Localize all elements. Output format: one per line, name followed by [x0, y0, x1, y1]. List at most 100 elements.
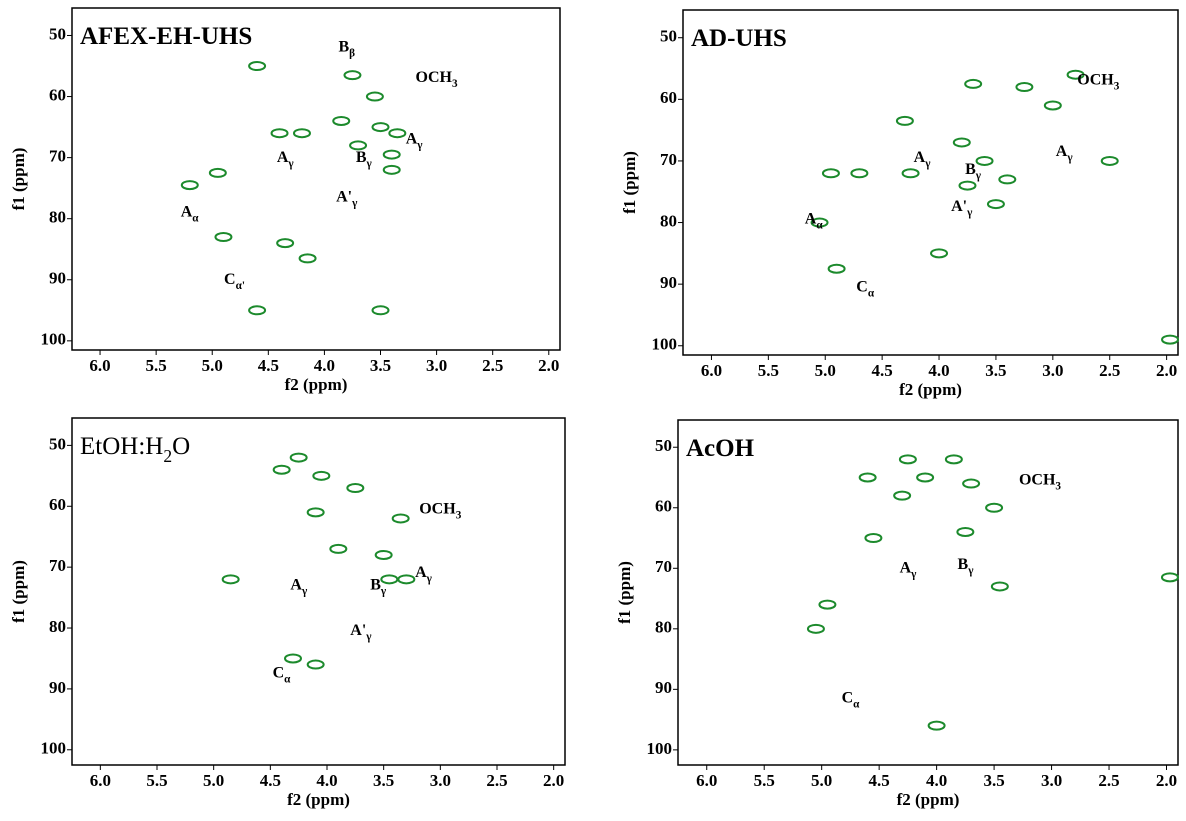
panel-title: AcOH — [686, 435, 755, 462]
x-tick-label: 3.0 — [426, 356, 447, 375]
y-tick-label: 60 — [49, 495, 66, 514]
y-tick-label: 100 — [41, 739, 67, 758]
subscript: 3 — [1055, 480, 1061, 492]
cross-peak — [272, 464, 291, 475]
label-part: AcOH — [686, 435, 755, 462]
panel-title: AD-UHS — [691, 25, 787, 52]
cross-peak — [1015, 82, 1034, 93]
subscript: γ — [287, 157, 294, 169]
y-tick-label: 50 — [655, 436, 672, 455]
x-axis-label: f2 (ppm) — [287, 790, 350, 809]
label-part: A — [406, 130, 418, 147]
label-part: C — [224, 271, 236, 288]
cross-peak — [382, 149, 401, 160]
x-tick-label: 5.5 — [758, 361, 779, 380]
peak-annotation: Aγ — [1056, 142, 1074, 163]
y-axis-label: f1 (ppm) — [9, 148, 28, 211]
subscript: α — [853, 698, 860, 710]
peak-annotation: Cα — [856, 278, 875, 299]
label-part: A — [805, 210, 817, 227]
y-tick-label: 50 — [49, 434, 66, 453]
peak-annotation: Cα' — [224, 271, 245, 292]
y-tick-label: 50 — [660, 27, 677, 46]
cross-peak — [221, 574, 240, 585]
y-tick-label: 90 — [49, 678, 66, 697]
label-part: OCH — [1077, 71, 1114, 88]
peak-annotation: A'γ — [951, 198, 973, 219]
cross-peak — [374, 549, 393, 560]
cross-peak — [289, 452, 308, 463]
cross-peak — [952, 137, 971, 148]
cross-peak — [371, 122, 390, 133]
cross-peak — [927, 720, 946, 731]
subscript: γ — [380, 585, 387, 597]
label-part: A — [290, 576, 302, 593]
cross-peak — [1043, 100, 1062, 111]
cross-peak — [986, 199, 1005, 210]
x-tick-label: 5.5 — [754, 771, 775, 790]
x-tick-label: 2.0 — [1156, 361, 1177, 380]
plot-frame — [677, 419, 1179, 766]
y-tick-label: 70 — [655, 557, 672, 576]
plot-frame — [682, 9, 1179, 356]
peak-annotation: Aα — [181, 203, 200, 224]
subscript: 3 — [456, 509, 462, 521]
spectrum-panel: 6.0 5.5 5.0 4.5 4.0 3.5 3.0 2.5 2.0 50 60 70 80 90 100… — [615, 419, 1179, 809]
peak-annotation: Bβ — [338, 38, 355, 59]
cross-peak — [827, 263, 846, 274]
label-part: C — [273, 664, 285, 681]
subscript: α — [192, 212, 199, 224]
x-tick-label: 5.0 — [202, 356, 223, 375]
cross-peak — [850, 168, 869, 179]
x-axis-label: f2 (ppm) — [285, 375, 348, 394]
cross-peak — [821, 168, 840, 179]
x-tick-label: 6.0 — [90, 771, 111, 790]
cross-peak — [1161, 334, 1180, 345]
cross-peak — [343, 70, 362, 81]
x-tick-label: 4.0 — [926, 771, 947, 790]
label-part: EtOH:H — [80, 433, 163, 460]
subscript: γ — [416, 139, 423, 151]
plot-frame — [71, 7, 561, 351]
x-tick-label: 2.0 — [1156, 771, 1177, 790]
x-axis-label: f2 (ppm) — [897, 790, 960, 809]
plot-frame — [71, 417, 566, 766]
y-tick-label: 80 — [660, 211, 677, 230]
label-part: A — [914, 149, 926, 166]
x-tick-label: 6.0 — [696, 771, 717, 790]
x-tick-label: 4.5 — [869, 771, 890, 790]
label-part: O — [172, 433, 190, 460]
peak-annotation: Bγ — [958, 556, 975, 577]
subscript: α — [868, 287, 875, 299]
cross-peak — [1066, 69, 1085, 80]
label-part: A' — [951, 198, 967, 215]
label-part: A — [181, 203, 193, 220]
x-tick-label: 2.5 — [1098, 771, 1119, 790]
label-part: A' — [336, 188, 352, 205]
y-tick-label: 80 — [49, 208, 66, 227]
label-part: B — [370, 576, 381, 593]
cross-peak — [858, 472, 877, 483]
cross-peak — [1100, 155, 1119, 166]
cross-peak — [346, 483, 365, 494]
y-tick-label: 50 — [49, 24, 66, 43]
x-tick-label: 6.0 — [701, 361, 722, 380]
label-part: C — [856, 278, 868, 295]
peak-annotation: Aγ — [415, 564, 433, 585]
cross-peak — [958, 180, 977, 191]
cross-peak — [270, 128, 289, 139]
x-tick-label: 2.5 — [1099, 361, 1120, 380]
cross-peak — [391, 513, 410, 524]
y-tick-label: 80 — [49, 617, 66, 636]
x-tick-label: 2.5 — [486, 771, 507, 790]
y-tick-label: 60 — [49, 85, 66, 104]
label-part: C — [842, 689, 854, 706]
y-tick-label: 100 — [647, 739, 673, 758]
cross-peak — [901, 168, 920, 179]
peak-annotation: Aγ — [406, 130, 424, 151]
label-part: A — [900, 559, 912, 576]
peak-annotation: Aγ — [290, 576, 308, 597]
x-tick-label: 2.5 — [482, 356, 503, 375]
subscript: γ — [301, 585, 308, 597]
